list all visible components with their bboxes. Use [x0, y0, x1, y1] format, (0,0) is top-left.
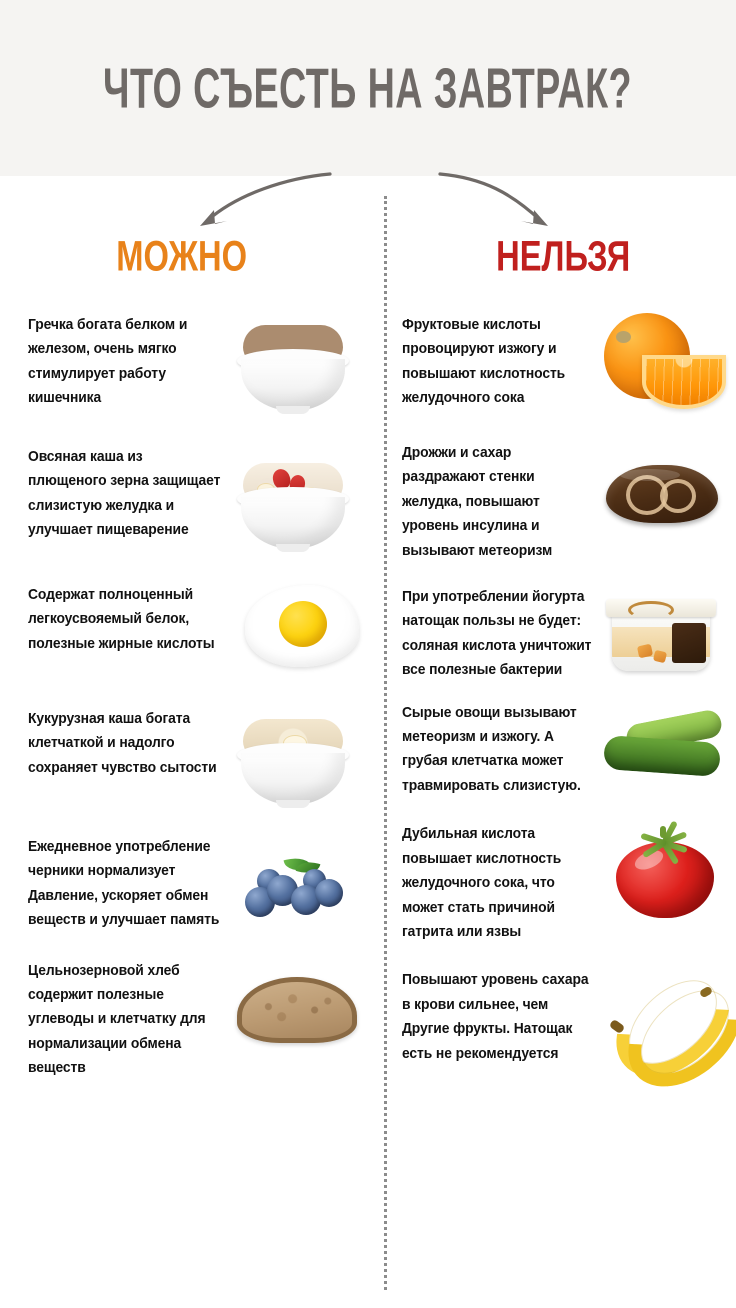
item-text: Овсяная каша из плющеного зерна защищает…	[28, 449, 221, 539]
wholegrain-bread-icon	[235, 967, 359, 1051]
item-text: Цельнозерновой хлеб содержит полезные уг…	[28, 962, 206, 1077]
blueberries-icon	[241, 854, 353, 931]
column-divider	[384, 196, 387, 1290]
arrow-group	[0, 168, 736, 238]
forbidden-items-list: Фруктовые кислоты провоцируют изжогу и п…	[387, 313, 736, 1109]
oatmeal-bowl-icon	[233, 453, 353, 553]
item-text: При употреблении йогурта натощак пользы …	[402, 589, 592, 679]
banana-icon	[595, 946, 736, 1109]
list-item: Повышают уровень сахара в крови сильнее,…	[387, 946, 736, 1109]
item-text: Гречка богата белком и железом, очень мя…	[28, 317, 188, 407]
item-text: Повышают уровень сахара в крови сильнее,…	[402, 972, 589, 1062]
arrow-to-forbidden	[438, 172, 548, 226]
chocolate-pastry-icon	[602, 457, 722, 535]
list-item: Дрожжи и сахар раздражают стенки желудка…	[387, 441, 736, 563]
corn-porridge-bowl-icon	[233, 709, 353, 809]
column-forbidden: НЕЛЬЗЯ Фруктовые кислоты провоцируют изж…	[387, 233, 736, 1109]
item-text: Сырые овощи вызывают метеоризм и изжогу.…	[402, 704, 581, 794]
column-allowed: МОЖНО Гречка богата белком и железом, оч…	[0, 233, 384, 1081]
yogurt-cup-icon	[602, 593, 722, 677]
buckwheat-bowl-icon	[233, 315, 353, 415]
list-item: Овсяная каша из плющеного зерна защищает…	[0, 445, 384, 553]
column-heading-forbidden: НЕЛЬЗЯ	[496, 233, 631, 281]
arrow-to-allowed	[200, 172, 332, 226]
list-item: Содержат полноценный легкоусвояемый бело…	[0, 583, 384, 675]
item-text: Кукурузная каша богата клетчаткой и надо…	[28, 711, 217, 776]
list-item: Кукурузная каша богата клетчаткой и надо…	[0, 707, 384, 809]
orange-icon	[602, 311, 730, 415]
column-heading-allowed: МОЖНО	[116, 233, 248, 281]
list-item: При употреблении йогурта натощак пользы …	[387, 585, 736, 683]
list-item: Дубильная кислота повышает кислотность ж…	[387, 820, 736, 944]
page-title: ЧТО СЪЕСТЬ НА ЗАВТРАК?	[103, 56, 633, 120]
list-item: Гречка богата белком и железом, очень мя…	[0, 313, 384, 415]
allowed-items-list: Гречка богата белком и железом, очень мя…	[0, 313, 384, 1081]
cucumbers-icon	[602, 707, 728, 787]
list-item: Фруктовые кислоты провоцируют изжогу и п…	[387, 313, 736, 415]
item-text: Ежедневное употребление черники нормализ…	[28, 839, 220, 929]
list-item: Ежедневное употребление черники нормализ…	[0, 835, 384, 933]
item-text: Дрожжи и сахар раздражают стенки желудка…	[402, 445, 553, 559]
list-item: Сырые овощи вызывают метеоризм и изжогу.…	[387, 701, 736, 799]
item-text: Содержат полноценный легкоусвояемый бело…	[28, 587, 215, 652]
list-item: Цельнозерновой хлеб содержит полезные уг…	[0, 959, 384, 1081]
item-text: Дубильная кислота повышает кислотность ж…	[402, 826, 562, 940]
header-banner: ЧТО СЪЕСТЬ НА ЗАВТРАК?	[0, 0, 736, 176]
tomato-icon	[610, 820, 722, 922]
item-text: Фруктовые кислоты провоцируют изжогу и п…	[402, 317, 566, 407]
fried-egg-icon	[243, 579, 361, 675]
